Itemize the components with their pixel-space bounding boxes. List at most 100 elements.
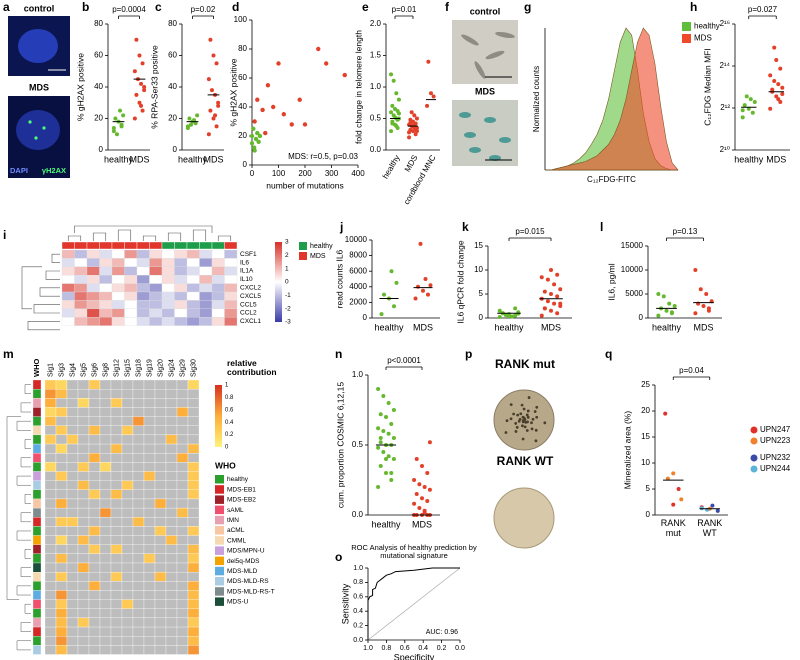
heat-cell	[143, 626, 156, 637]
heat-cell	[132, 453, 145, 463]
heat-cell	[187, 544, 200, 555]
heat-cell	[199, 308, 213, 318]
heat-cell	[55, 398, 68, 408]
heat-cell	[132, 379, 145, 390]
x-tick-label: healthy	[494, 322, 524, 332]
data-point	[412, 501, 417, 506]
heat-cell	[124, 249, 138, 259]
heat-cell	[66, 636, 79, 646]
class-cell	[32, 553, 42, 564]
data-point	[661, 294, 666, 299]
heat-cell	[55, 599, 68, 609]
x-tick-label: healthy	[371, 519, 401, 529]
column-label: Sig12	[113, 359, 120, 377]
heat-cell	[136, 266, 150, 276]
y-tick-label: 6000	[349, 266, 367, 275]
heat-cell	[74, 266, 88, 276]
heat-cell	[99, 462, 112, 472]
data-point	[208, 108, 213, 113]
heat-cell	[176, 544, 189, 555]
heat-cell	[110, 636, 123, 646]
legend-label: MDS	[694, 34, 712, 43]
y-tick-label: 0.6	[353, 594, 363, 601]
data-point	[503, 313, 508, 318]
class-cell	[32, 608, 42, 619]
heat-cell	[61, 283, 75, 293]
x-tick-label: 300	[325, 169, 339, 178]
heat-cell	[187, 599, 200, 609]
heat-cell	[44, 480, 57, 490]
data-point	[542, 289, 547, 294]
decoration	[535, 405, 539, 409]
data-point	[263, 130, 268, 136]
heat-cell	[110, 544, 123, 555]
data-point	[421, 288, 425, 293]
x-tick-label: MDS	[766, 154, 786, 164]
class-cell	[32, 453, 42, 463]
heat-cell	[88, 489, 101, 500]
heat-cell	[143, 599, 156, 609]
legend-label: MDS/MPN-U	[227, 548, 265, 555]
y-tick-label: 5000	[625, 289, 643, 298]
colorbar-tick-label: 1	[225, 383, 229, 389]
class-cell	[32, 572, 42, 582]
legend-marker	[750, 454, 758, 462]
class-cell	[32, 517, 42, 527]
annotation: AUC: 0.96	[426, 629, 458, 636]
y-tick-label: 1.0	[370, 82, 382, 91]
heat-cell	[99, 275, 113, 284]
heat-cell	[88, 388, 101, 399]
data-point	[656, 292, 661, 296]
heat-cell	[121, 480, 134, 490]
heat-cell	[66, 553, 79, 564]
x-tick-label: healthy	[652, 322, 682, 332]
row-label: CCL2	[240, 310, 257, 317]
data-point	[710, 503, 715, 508]
x-axis-label: C₁₂FDG-FITC	[587, 175, 636, 184]
decoration	[16, 110, 60, 150]
heat-cell	[99, 572, 112, 582]
decoration	[16, 585, 31, 596]
decoration	[514, 430, 518, 433]
heat-cell	[199, 291, 213, 301]
heat-cell	[187, 581, 200, 591]
data-point	[139, 81, 144, 86]
heat-cell	[61, 291, 75, 301]
heat-cell	[165, 544, 178, 555]
heat-cell	[88, 581, 101, 591]
heat-cell	[176, 608, 189, 619]
data-point	[423, 277, 428, 281]
data-point	[407, 135, 412, 140]
class-cell	[32, 388, 42, 399]
legend-marker	[215, 475, 224, 484]
label: RANK mut	[660, 518, 686, 538]
heat-cell	[224, 275, 238, 284]
decoration	[514, 422, 518, 425]
heat-cell	[44, 489, 57, 500]
legend-label: MDS	[310, 253, 326, 260]
data-point	[195, 113, 200, 118]
heat-cell	[44, 398, 57, 408]
heat-cell	[110, 517, 123, 527]
heat-cell	[99, 553, 112, 564]
heat-cell	[66, 599, 79, 609]
heat-cell	[199, 249, 213, 259]
heat-cell	[99, 544, 112, 555]
y-tick-label: 4000	[349, 282, 367, 291]
decoration	[527, 396, 531, 399]
heat-cell	[99, 636, 112, 646]
data-point	[214, 61, 219, 66]
panel-letter: b	[82, 0, 89, 14]
heat-cell	[99, 379, 112, 390]
heat-cell	[143, 498, 156, 509]
heat-cell	[44, 388, 57, 399]
data-point	[699, 506, 704, 511]
heat-cell	[187, 553, 200, 564]
data-point	[663, 411, 668, 416]
heat-cell	[211, 317, 225, 326]
heat-cell	[66, 581, 79, 591]
panel-letter: p	[465, 347, 472, 361]
heat-cell	[176, 572, 189, 582]
decoration	[28, 120, 32, 124]
data-point	[389, 129, 394, 134]
